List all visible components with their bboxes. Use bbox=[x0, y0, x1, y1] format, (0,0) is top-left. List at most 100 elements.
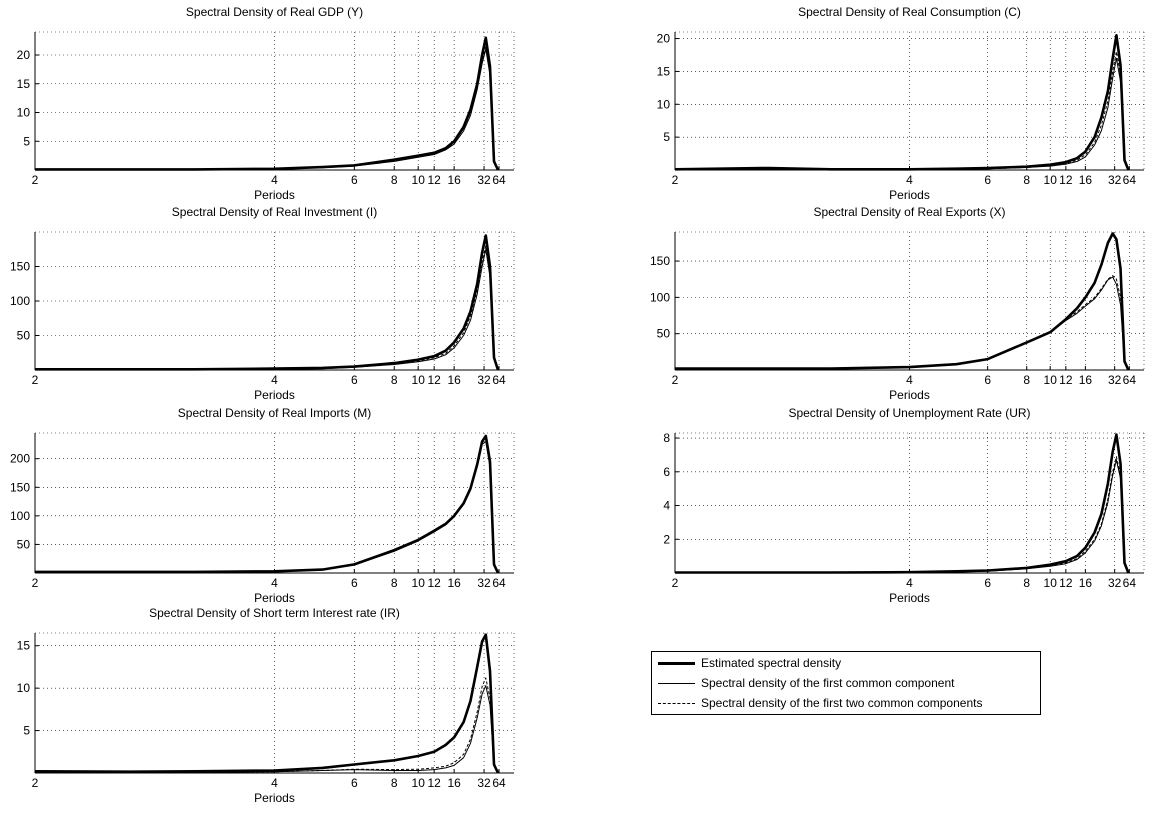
chart-4-xtick-label-2: 16 bbox=[1079, 373, 1093, 387]
chart-3-xtick-label-7: 4 bbox=[271, 373, 278, 387]
chart-4-xtick-label-4: 10 bbox=[1044, 373, 1058, 387]
chart-4-ytick-label-0: 50 bbox=[657, 327, 671, 341]
chart-6-ytick-label-1: 4 bbox=[663, 499, 670, 513]
chart-3-series-first bbox=[35, 248, 499, 371]
legend-swatch-two bbox=[658, 702, 695, 704]
chart-7-xtick-label-8: 2 bbox=[32, 776, 39, 790]
chart-5-title: Spectral Density of Real Imports (M) bbox=[178, 406, 371, 420]
chart-3-xtick-label-0: 64 bbox=[492, 373, 506, 387]
chart-1-series-two bbox=[35, 45, 499, 171]
chart-2-xlabel: Periods bbox=[889, 188, 930, 202]
chart-2-ytick-label-3: 20 bbox=[657, 32, 671, 46]
chart-4-xtick-label-7: 4 bbox=[906, 373, 913, 387]
chart-6-xtick-label-8: 2 bbox=[672, 576, 679, 590]
chart-4-xtick-label-5: 8 bbox=[1023, 373, 1030, 387]
chart-3-xtick-label-4: 10 bbox=[412, 373, 426, 387]
chart-3-xtick-label-1: 32 bbox=[477, 373, 491, 387]
chart-1-xtick-label-3: 12 bbox=[427, 173, 441, 187]
chart-3-series-estimated bbox=[35, 234, 500, 371]
chart-4-xtick-label-3: 12 bbox=[1059, 373, 1073, 387]
chart-4-series-two bbox=[675, 275, 1129, 371]
chart-5-series-estimated bbox=[35, 434, 500, 574]
chart-1-xlabel: Periods bbox=[254, 188, 295, 202]
legend-item-estimated: Estimated spectral density bbox=[658, 654, 841, 672]
chart-5-xtick-label-3: 12 bbox=[427, 576, 441, 590]
chart-2-xtick-label-6: 6 bbox=[984, 173, 991, 187]
chart-3-ytick-label-2: 150 bbox=[10, 260, 30, 274]
chart-5-xtick-label-1: 32 bbox=[477, 576, 491, 590]
chart-3-xtick-label-3: 12 bbox=[427, 373, 441, 387]
chart-1-series-estimated bbox=[35, 36, 500, 171]
chart-4-ytick-label-1: 100 bbox=[650, 290, 670, 304]
chart-3-series-two bbox=[35, 245, 499, 371]
chart-2-series-estimated bbox=[674, 33, 1130, 171]
chart-7-xtick-label-1: 32 bbox=[477, 776, 491, 790]
chart-6-xtick-label-5: 8 bbox=[1023, 576, 1030, 590]
chart-6-xtick-label-3: 12 bbox=[1059, 576, 1073, 590]
chart-5-xtick-label-4: 10 bbox=[412, 576, 426, 590]
chart-1-ytick-label-3: 20 bbox=[17, 48, 31, 62]
chart-6-ytick-label-0: 2 bbox=[663, 532, 670, 546]
chart-2-xtick-label-2: 16 bbox=[1079, 173, 1093, 187]
chart-2-series-first bbox=[675, 57, 1129, 171]
chart-1-xtick-label-4: 10 bbox=[412, 173, 426, 187]
chart-2-xtick-label-0: 64 bbox=[1123, 173, 1137, 187]
chart-4-series-first bbox=[675, 276, 1129, 371]
chart-1-xtick-label-2: 16 bbox=[447, 173, 461, 187]
chart-3-xtick-label-8: 2 bbox=[32, 373, 39, 387]
chart-4-series-estimated bbox=[675, 232, 1130, 371]
chart-2-xtick-label-7: 4 bbox=[906, 173, 913, 187]
chart-7-xtick-label-0: 64 bbox=[492, 776, 506, 790]
chart-4-xlabel: Periods bbox=[889, 388, 930, 402]
chart-6-xtick-label-2: 16 bbox=[1079, 576, 1093, 590]
chart-1-xtick-label-1: 32 bbox=[477, 173, 491, 187]
chart-7-xtick-label-3: 12 bbox=[427, 776, 441, 790]
chart-1-ytick-label-2: 15 bbox=[17, 77, 31, 91]
chart-4-xtick-label-6: 6 bbox=[984, 373, 991, 387]
chart-2-xtick-label-1: 32 bbox=[1108, 173, 1122, 187]
chart-1-xtick-label-0: 64 bbox=[492, 173, 506, 187]
chart-3-title: Spectral Density of Real Investment (I) bbox=[172, 205, 377, 219]
chart-7-series-estimated bbox=[34, 633, 500, 774]
legend: Estimated spectral density Spectral dens… bbox=[651, 651, 1041, 715]
chart-1-xtick-label-6: 6 bbox=[351, 173, 358, 187]
chart-6-xtick-label-7: 4 bbox=[906, 576, 913, 590]
chart-6-ytick-label-3: 8 bbox=[663, 431, 670, 445]
chart-1-ytick-label-1: 10 bbox=[17, 106, 31, 120]
chart-5-xtick-label-7: 4 bbox=[271, 576, 278, 590]
chart-7-xtick-label-4: 10 bbox=[412, 776, 426, 790]
chart-7-title: Spectral Density of Short term Interest … bbox=[149, 606, 400, 620]
chart-2-xtick-label-5: 8 bbox=[1023, 173, 1030, 187]
chart-1-title: Spectral Density of Real GDP (Y) bbox=[186, 5, 363, 19]
legend-label-estimated: Estimated spectral density bbox=[701, 656, 842, 670]
chart-6-xtick-label-6: 6 bbox=[984, 576, 991, 590]
legend-item-first: Spectral density of the first common com… bbox=[658, 674, 954, 692]
chart-1-series-first bbox=[35, 48, 499, 171]
chart-3-ytick-label-1: 100 bbox=[10, 294, 30, 308]
legend-swatch-first bbox=[658, 682, 695, 684]
chart-6-xtick-label-0: 64 bbox=[1123, 576, 1137, 590]
chart-1-xtick-label-5: 8 bbox=[391, 173, 398, 187]
chart-5-xlabel: Periods bbox=[254, 591, 295, 605]
chart-3-xtick-label-6: 6 bbox=[351, 373, 358, 387]
chart-2-title: Spectral Density of Real Consumption (C) bbox=[798, 5, 1021, 19]
legend-label-first: Spectral density of the first common com… bbox=[701, 676, 955, 690]
chart-5-ytick-label-1: 100 bbox=[10, 509, 30, 523]
chart-4-xtick-label-0: 64 bbox=[1123, 373, 1137, 387]
chart-5-xtick-label-6: 6 bbox=[351, 576, 358, 590]
chart-5-series-first bbox=[35, 441, 499, 574]
chart-1-xtick-label-8: 2 bbox=[32, 173, 39, 187]
chart-5-xtick-label-0: 64 bbox=[492, 576, 506, 590]
chart-7-xtick-label-2: 16 bbox=[447, 776, 461, 790]
chart-7-ytick-label-0: 5 bbox=[23, 724, 30, 738]
chart-4-xtick-label-1: 32 bbox=[1108, 373, 1122, 387]
chart-2-xtick-label-8: 2 bbox=[672, 173, 679, 187]
chart-2-xtick-label-4: 10 bbox=[1044, 173, 1058, 187]
chart-7-xlabel: Periods bbox=[254, 791, 295, 805]
chart-1-ytick-label-0: 5 bbox=[23, 134, 30, 148]
chart-2-ytick-label-1: 10 bbox=[657, 97, 671, 111]
chart-4-xtick-label-8: 2 bbox=[672, 373, 679, 387]
chart-5-ytick-label-2: 150 bbox=[10, 480, 30, 494]
chart-7-xtick-label-6: 6 bbox=[351, 776, 358, 790]
